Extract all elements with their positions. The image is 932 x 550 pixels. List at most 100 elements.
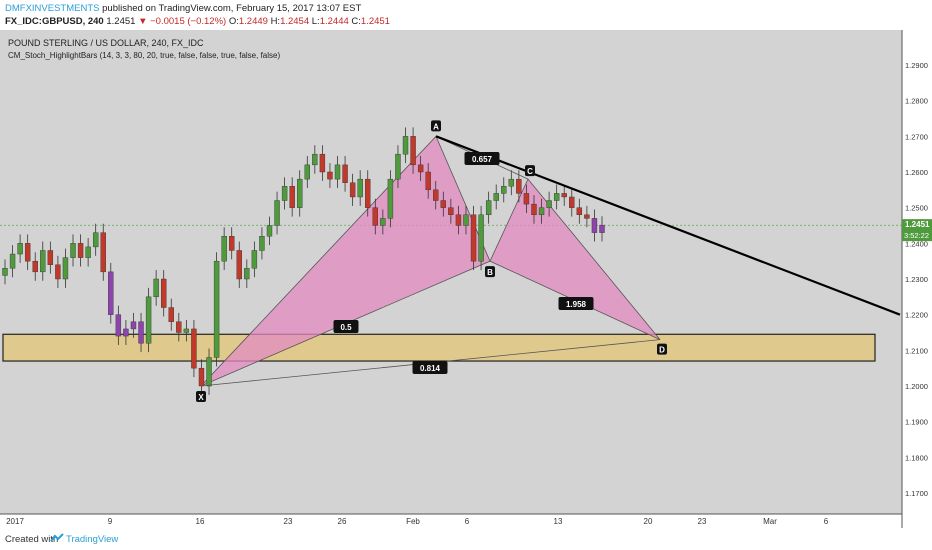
- price-chart[interactable]: 1.2900 1.2800 1.2700 1.2600 1.2500 1.2400 1.23…: [0, 30, 932, 528]
- pattern-point-label: X: [198, 393, 204, 402]
- author-link[interactable]: DMFXINVESTMENTS: [5, 3, 100, 14]
- x-tick-label: 20: [644, 517, 653, 526]
- candle: [130, 312, 137, 338]
- open-label: O:: [228, 16, 239, 27]
- high-label: H:: [270, 16, 281, 27]
- ratio-badge: [464, 152, 500, 165]
- candle: [115, 305, 122, 345]
- candle: [365, 170, 371, 217]
- last-price-badge: 1.2451 3:52:22: [902, 219, 932, 242]
- candle: [576, 198, 583, 224]
- candle: [160, 270, 167, 317]
- candle: [108, 262, 114, 324]
- candle: [478, 205, 484, 271]
- candle: [433, 180, 439, 210]
- y-tick-label: 1.1800: [905, 453, 928, 462]
- ratio-label: 0.657: [472, 155, 493, 164]
- pattern-point-badge: [431, 120, 441, 132]
- open-value: 1.2449: [238, 16, 268, 27]
- candle: [2, 259, 8, 285]
- pattern-point-label: B: [487, 268, 493, 277]
- candle: [584, 205, 590, 228]
- candle: [281, 177, 288, 210]
- pattern-point-label: A: [433, 122, 439, 131]
- candle: [221, 227, 227, 271]
- tradingview-logo-icon[interactable]: [50, 532, 64, 544]
- x-tick-label: 16: [196, 517, 205, 526]
- candle: [319, 145, 326, 181]
- candle: [485, 191, 492, 224]
- candle: [357, 170, 363, 206]
- y-tick-label: 1.2400: [905, 239, 928, 248]
- candle: [213, 252, 220, 367]
- candle: [501, 177, 507, 203]
- ratio-label: 1.958: [566, 300, 587, 309]
- x-tick-label: 2017: [6, 517, 24, 526]
- candle: [70, 234, 76, 267]
- y-tick-label: 1.1700: [905, 489, 928, 498]
- y-tick-label: 1.2600: [905, 168, 928, 177]
- high-value: 1.2454: [280, 16, 310, 27]
- time-axis[interactable]: [0, 514, 902, 528]
- last-price: 1.2451: [106, 16, 136, 27]
- candle: [244, 259, 250, 288]
- candle: [425, 163, 431, 199]
- candle: [312, 145, 318, 174]
- y-tick-label: 1.2500: [905, 204, 928, 213]
- candle: [463, 205, 469, 235]
- candle: [77, 234, 84, 267]
- candle: [274, 191, 280, 235]
- support-zone[interactable]: [2, 333, 876, 362]
- candle: [561, 184, 567, 206]
- candle: [24, 234, 31, 271]
- candle: [62, 248, 69, 288]
- candle: [266, 216, 273, 246]
- y-tick-label: 1.2100: [905, 346, 928, 355]
- y-tick-label: 1.2700: [905, 132, 928, 141]
- x-tick-label: 23: [284, 517, 293, 526]
- x-tick-label: 6: [824, 517, 829, 526]
- low-label: L:: [311, 16, 320, 27]
- candle: [92, 223, 99, 256]
- y-tick-label: 1.2000: [905, 382, 928, 391]
- ratio-label: 0.814: [420, 364, 441, 373]
- y-tick-label: 1.2300: [905, 275, 928, 284]
- candle: [334, 155, 341, 189]
- symbol-label[interactable]: FX_IDC:GBPUSD, 240: [5, 16, 104, 27]
- candle: [395, 145, 401, 189]
- candle: [440, 191, 447, 217]
- low-value: 1.2444: [319, 16, 349, 27]
- candle: [508, 170, 515, 196]
- created-with-label: Created with: [5, 534, 59, 545]
- candle: [236, 241, 242, 288]
- candle: [516, 170, 522, 203]
- candle: [153, 270, 159, 306]
- candle: [206, 348, 212, 395]
- candle: [523, 184, 530, 214]
- candle: [417, 155, 424, 181]
- ratio-badge: [333, 320, 359, 333]
- price-axis[interactable]: [902, 30, 932, 528]
- indicator-label[interactable]: CM_Stoch_HighlightBars (14, 3, 3, 80, 20…: [8, 51, 280, 60]
- candle: [448, 198, 454, 224]
- candle: [455, 205, 462, 235]
- tradingview-link[interactable]: TradingView: [66, 534, 119, 545]
- candle: [470, 205, 477, 271]
- ratio-badge: [558, 297, 594, 310]
- pattern-point-label: C: [527, 167, 533, 176]
- candle: [168, 298, 174, 331]
- candle: [138, 312, 144, 353]
- y-tick-label: 1.2900: [905, 61, 928, 70]
- price-change: ▼ −0.0015 (−0.12%): [138, 16, 227, 27]
- x-tick-label: 13: [554, 517, 563, 526]
- candle: [289, 177, 295, 217]
- candle: [546, 191, 552, 217]
- pattern-point-label: D: [659, 346, 665, 355]
- close-value: 1.2451: [360, 16, 390, 27]
- candle: [380, 209, 386, 235]
- candle: [402, 127, 409, 164]
- candle: [531, 195, 537, 224]
- ratio-label: 0.5: [340, 323, 352, 332]
- candle: [372, 198, 378, 235]
- resistance-trendline[interactable]: [435, 135, 901, 316]
